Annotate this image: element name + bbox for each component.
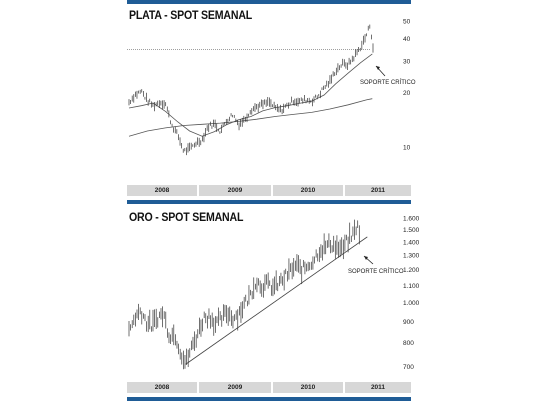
gold-year-2008: 2008 — [154, 384, 170, 391]
silver-year-axis: 2008 2009 2010 2011 — [127, 185, 411, 196]
silver-top-bar — [127, 0, 411, 4]
silver-year-2009: 2009 — [227, 187, 243, 194]
silver-bottom-bar — [127, 200, 411, 204]
y-tick-label: 700 — [403, 364, 414, 371]
silver-chart-title: PLATA - SPOT SEMANAL — [129, 10, 253, 22]
y-tick-label: 40 — [403, 36, 411, 43]
gold-chart-plot: 1.600 1.500 1.400 1.300 1.200 1.100 1.000 900 80… — [128, 215, 420, 371]
gold-chart-title: ORO - SPOT SEMANAL — [129, 212, 244, 224]
annotation-arrowhead — [364, 256, 368, 260]
silver-year-divider — [343, 185, 345, 196]
y-tick-label: 20 — [403, 90, 411, 97]
moving-average-line — [128, 98, 373, 137]
y-tick-label: 10 — [403, 144, 411, 151]
moving-average-line — [128, 53, 373, 137]
y-tick-label: 900 — [403, 319, 414, 326]
y-tick-label: 1.000 — [403, 300, 420, 307]
silver-year-2008: 2008 — [154, 187, 170, 194]
gold-year-divider — [197, 382, 199, 393]
gold-year-2009: 2009 — [227, 384, 243, 391]
gold-year-2011: 2011 — [370, 384, 386, 391]
y-tick-label: 1.500 — [403, 227, 420, 234]
silver-year-divider — [197, 185, 199, 196]
gold-annotation-label: SOPORTE CRÍTICO — [348, 268, 404, 275]
support-trendline — [185, 236, 368, 365]
gold-year-2010: 2010 — [300, 384, 316, 391]
silver-year-2010: 2010 — [300, 187, 316, 194]
gold-year-divider — [271, 382, 273, 393]
y-tick-label: 1.100 — [403, 283, 420, 290]
silver-chart-panel: PLATA - SPOT SEMANAL 10 20 30 40 50 SOPORTE C… — [127, 0, 416, 204]
y-tick-label: 50 — [403, 19, 411, 26]
silver-annotation-label: SOPORTE CRÍTICO — [360, 79, 416, 86]
y-tick-label: 1.300 — [403, 253, 420, 260]
y-tick-label: 1.400 — [403, 239, 420, 246]
silver-chart-plot: 10 20 30 40 50 SOPORTE CRÍTICO — [127, 19, 416, 156]
silver-year-2011: 2011 — [370, 187, 386, 194]
gold-bottom-bar — [127, 397, 411, 401]
gold-year-divider — [343, 382, 345, 393]
silver-year-divider — [271, 185, 273, 196]
y-tick-label: 1.200 — [403, 267, 420, 274]
price-series — [128, 24, 374, 156]
annotation-arrowhead — [376, 66, 380, 70]
price-series — [128, 219, 360, 370]
gold-chart-panel: ORO - SPOT SEMANAL 1.600 1.500 1.400 1.300 1… — [127, 204, 420, 405]
gold-year-axis: 2008 2009 2010 2011 — [127, 382, 411, 393]
y-tick-label: 30 — [403, 59, 411, 66]
y-tick-label: 1.600 — [403, 215, 420, 222]
y-tick-label: 800 — [403, 340, 414, 347]
